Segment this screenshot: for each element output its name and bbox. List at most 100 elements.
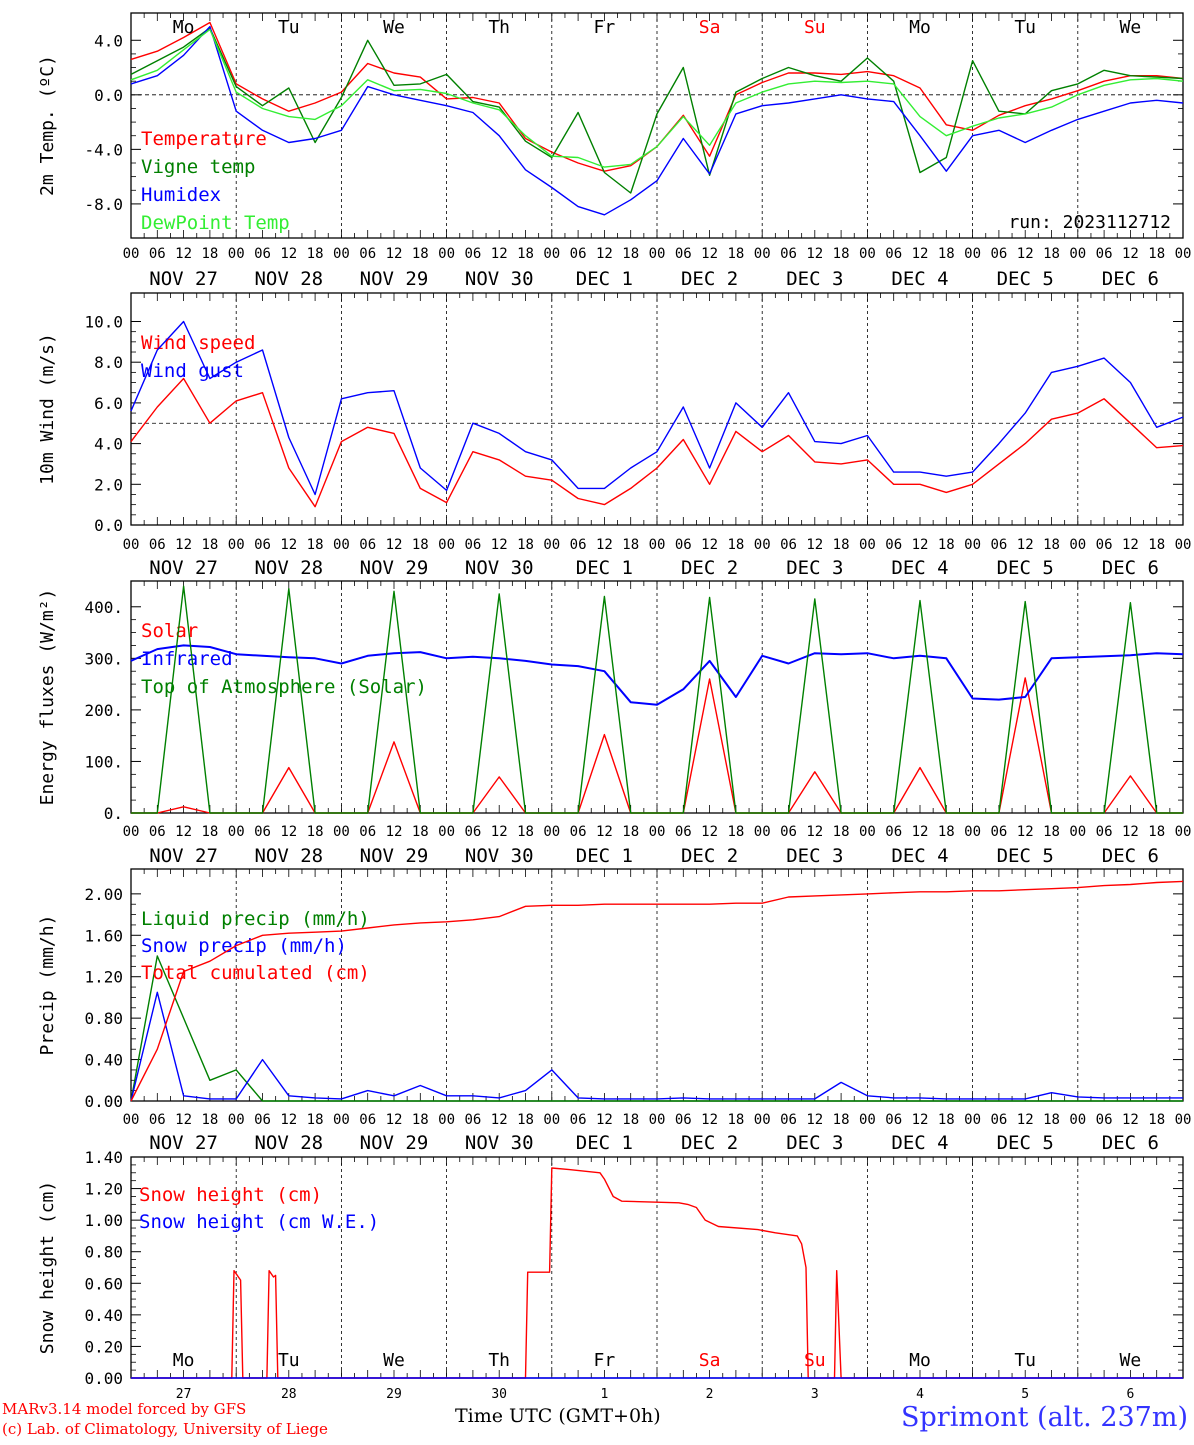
legend-entry: Infrared [141,648,233,670]
hour-tick-label: 06 [675,246,692,262]
hour-tick-label: 18 [938,537,955,553]
hour-tick-label: 12 [806,537,823,553]
hour-tick-label: 00 [754,246,771,262]
hour-tick-label: 00 [859,1112,876,1128]
hour-tick-label: 12 [701,824,718,840]
date-axis-label: DEC 6 [1102,268,1159,290]
y-tick-label: -4.0 [84,140,123,159]
hour-tick-label: 12 [280,824,297,840]
hour-tick-label: 06 [359,537,376,553]
hour-tick-label: 06 [359,824,376,840]
hour-tick-label: 18 [622,824,639,840]
hour-tick-label: 00 [438,246,455,262]
hour-tick-label: 00 [1175,537,1192,553]
date-label: 3 [811,1387,819,1402]
day-label: Fr [594,17,616,38]
hour-tick-label: 12 [1017,824,1034,840]
hour-tick-label: 18 [412,824,429,840]
hour-tick-label: 12 [596,1112,613,1128]
hour-tick-label: 06 [675,824,692,840]
y-tick-label: 4.0 [94,31,123,50]
series-line-1 [130,377,1184,508]
y-axis-title: Energy fluxes (W/m²) [37,589,58,806]
panel-2: 10.0 8.0 6.0 4.0 2.0 0.0 10m Wind (m/s) Wind sp… [37,292,1192,579]
credit-line-2: (c) Lab. of Climatology, University of L… [2,1420,328,1438]
hour-tick-label: 00 [649,537,666,553]
y-tick-label: 10.0 [84,312,123,331]
hour-tick-label: 12 [386,824,403,840]
day-label: Th [488,17,510,38]
series-line-1 [131,1167,1183,1379]
y-tick-label: 0.80 [84,1009,123,1028]
date-axis-label: NOV 28 [254,845,323,867]
legend-entry: DewPoint Temp [141,212,290,234]
hour-tick-label: 18 [1148,246,1165,262]
date-axis-label: NOV 27 [149,557,218,579]
hour-tick-label: 00 [543,246,560,262]
hour-tick-label: 18 [412,537,429,553]
hour-tick-label: 06 [885,824,902,840]
date-axis-label: DEC 3 [786,845,843,867]
date-label: 5 [1021,1387,1029,1402]
date-axis-label: DEC 6 [1102,1132,1159,1154]
hour-tick-label: 18 [833,824,850,840]
hour-tick-label: 06 [149,1112,166,1128]
hour-tick-label: 06 [780,537,797,553]
hour-tick-label: 00 [543,824,560,840]
day-label: Su [804,1350,826,1371]
hour-tick-label: 00 [754,824,771,840]
hour-tick-label: 18 [727,246,744,262]
date-axis-label: NOV 29 [360,557,429,579]
hour-tick-label: 00 [649,824,666,840]
date-axis-label: DEC 5 [997,1132,1054,1154]
hour-tick-label: 06 [990,537,1007,553]
date-axis-label: DEC 2 [681,1132,738,1154]
hour-tick-label: 06 [254,537,271,553]
hour-tick-label: 00 [438,824,455,840]
date-axis-label: DEC 1 [576,1132,633,1154]
date-axis-label: DEC 4 [891,1132,948,1154]
day-label: Su [804,17,826,38]
date-axis-label: NOV 30 [465,845,534,867]
legend-entry: Liquid precip (mm/h) [141,908,370,930]
day-label: Mo [909,17,931,38]
hour-tick-label: 06 [359,246,376,262]
hour-tick-label: 12 [386,537,403,553]
legend-entry: Humidex [141,184,221,206]
day-label: Sa [699,1350,721,1371]
y-tick-label: 8.0 [94,353,123,372]
y-tick-label: 200. [84,701,123,720]
hour-tick-label: 12 [912,246,929,262]
hour-tick-label: 18 [1043,537,1060,553]
hour-tick-label: 18 [517,824,534,840]
hour-tick-label: 06 [780,1112,797,1128]
hour-tick-label: 00 [1069,1112,1086,1128]
hour-tick-label: 00 [228,246,245,262]
hour-tick-label: 18 [1043,1112,1060,1128]
y-tick-label: 1.40 [84,1148,123,1167]
day-label: We [383,17,405,38]
panel-frame [130,12,1184,239]
day-label: Mo [909,1350,931,1371]
hour-tick-label: 18 [938,1112,955,1128]
hour-tick-label: 12 [280,537,297,553]
hour-tick-label: 12 [491,824,508,840]
legend-entry: Solar [141,620,198,642]
y-tick-label: 300. [84,649,123,668]
hour-tick-label: 12 [596,824,613,840]
hour-tick-label: 00 [1175,246,1192,262]
y-tick-label: 0.20 [84,1337,123,1356]
date-label: 2 [706,1387,714,1402]
hour-tick-label: 00 [1069,246,1086,262]
series-line-2 [130,27,1184,194]
hour-tick-label: 06 [570,1112,587,1128]
hour-tick-label: 12 [491,1112,508,1128]
hour-tick-label: 06 [149,537,166,553]
hour-tick-label: 00 [438,1112,455,1128]
hour-tick-label: 18 [517,246,534,262]
hour-tick-label: 18 [727,537,744,553]
date-axis-label: DEC 4 [891,845,948,867]
hour-tick-label: 18 [938,824,955,840]
hour-tick-label: 12 [806,246,823,262]
